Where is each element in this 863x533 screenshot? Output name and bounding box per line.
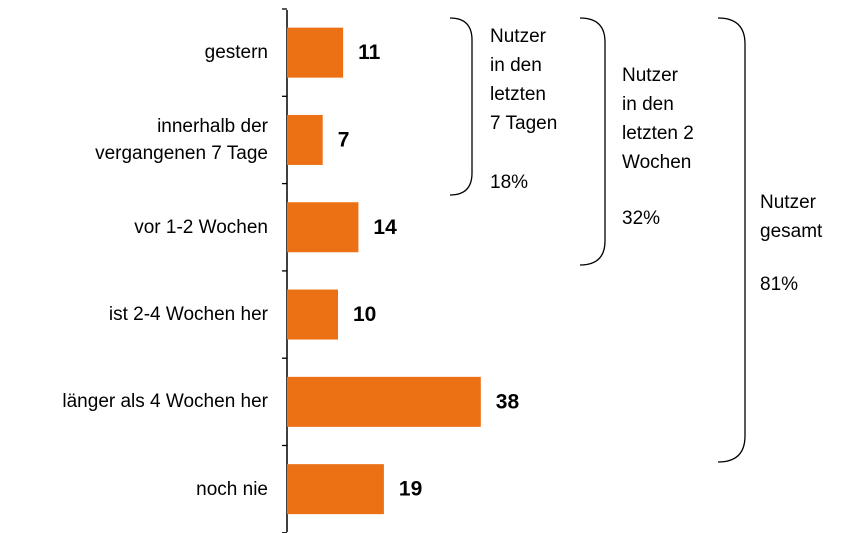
category-label: länger als 4 Wochen her [62,391,268,413]
value-label: 19 [399,478,422,501]
bar [287,202,359,253]
category-label: gestern [204,42,268,64]
bar [287,27,344,78]
annotation-share: 32% [622,208,661,229]
value-label: 7 [338,128,350,151]
category-label: noch nie [196,478,268,500]
annotation-text: Nutzer [490,26,546,47]
category-label: ist 2-4 Wochen her [108,304,268,326]
bracket [449,17,473,196]
bracket [579,17,606,266]
annotation-share: 81% [760,274,799,295]
annotation-text: in den [622,94,674,115]
bar [287,289,338,340]
category-label: innerhalb der vergangenen 7 Tage [95,115,268,164]
value-label: 11 [358,41,381,64]
bracket [717,17,746,463]
category-label: vor 1-2 Wochen [134,216,268,238]
bar [287,464,384,515]
annotation-text: letzten [490,84,546,105]
annotation-text: Nutzer [760,192,816,213]
annotation-text: 7 Tagen [490,113,558,134]
value-label: 14 [373,216,397,239]
annotation-text: Wochen [622,152,692,173]
value-label: 10 [353,303,376,326]
annotation-text: gesamt [760,221,823,242]
bar [287,114,323,165]
annotation-text: in den [490,55,542,76]
bar [287,376,481,427]
value-label: 38 [496,390,520,413]
annotation-text: letzten 2 [622,123,694,144]
annotation-text: Nutzer [622,65,678,86]
annotation-share: 18% [490,172,529,193]
